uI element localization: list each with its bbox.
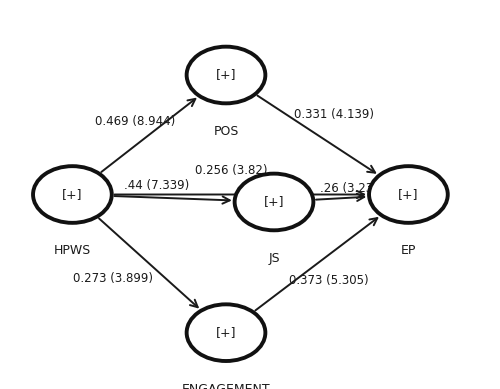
Text: 0.469 (8.944): 0.469 (8.944) xyxy=(94,115,175,128)
Ellipse shape xyxy=(234,173,314,230)
Text: [+]: [+] xyxy=(398,188,418,201)
Text: [+]: [+] xyxy=(62,188,82,201)
Ellipse shape xyxy=(186,304,266,361)
Text: 0.331 (4.139): 0.331 (4.139) xyxy=(294,108,374,121)
Text: POS: POS xyxy=(214,125,238,138)
Text: EP: EP xyxy=(400,245,416,258)
Text: JS: JS xyxy=(268,252,280,265)
Text: 0.256 (3.82): 0.256 (3.82) xyxy=(194,164,267,177)
Ellipse shape xyxy=(33,166,112,223)
Text: 0.273 (3.899): 0.273 (3.899) xyxy=(73,272,153,285)
Text: ENGAGEMENT: ENGAGEMENT xyxy=(182,383,270,389)
Text: [+]: [+] xyxy=(216,326,236,339)
Text: .44 (7.339): .44 (7.339) xyxy=(124,179,189,192)
Text: [+]: [+] xyxy=(216,68,236,82)
Ellipse shape xyxy=(369,166,448,223)
Text: 0.373 (5.305): 0.373 (5.305) xyxy=(290,274,369,287)
Text: HPWS: HPWS xyxy=(54,245,91,258)
Ellipse shape xyxy=(186,47,266,103)
Text: .26 (3.23): .26 (3.23) xyxy=(320,182,378,195)
Text: [+]: [+] xyxy=(264,195,284,209)
